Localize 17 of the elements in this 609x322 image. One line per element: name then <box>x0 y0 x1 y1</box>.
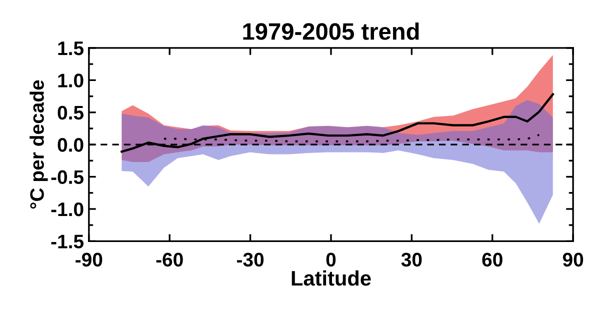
y-tick-label: -0.5 <box>51 170 84 184</box>
y-tick-label: 1.5 <box>58 42 84 56</box>
x-tick-label: -30 <box>237 252 264 267</box>
x-tick-label: 60 <box>482 252 502 267</box>
x-tick-label: 90 <box>562 252 584 267</box>
y-axis-title: °C per decade <box>30 80 48 209</box>
x-tick-label: 0 <box>326 252 336 267</box>
x-tick-label: 30 <box>401 252 422 267</box>
y-tick-label: 1.0 <box>58 74 84 88</box>
x-tick-label: -60 <box>156 252 183 267</box>
y-tick-label: -1.0 <box>51 202 84 216</box>
y-tick-label: 0.5 <box>58 106 84 120</box>
x-axis-title: Latitude <box>292 270 371 286</box>
y-tick-label: 0.0 <box>58 138 84 152</box>
y-tick-label: -1.5 <box>51 234 84 248</box>
chart-title: 1979-2005 trend <box>243 22 419 40</box>
x-tick-label: -90 <box>76 252 102 267</box>
